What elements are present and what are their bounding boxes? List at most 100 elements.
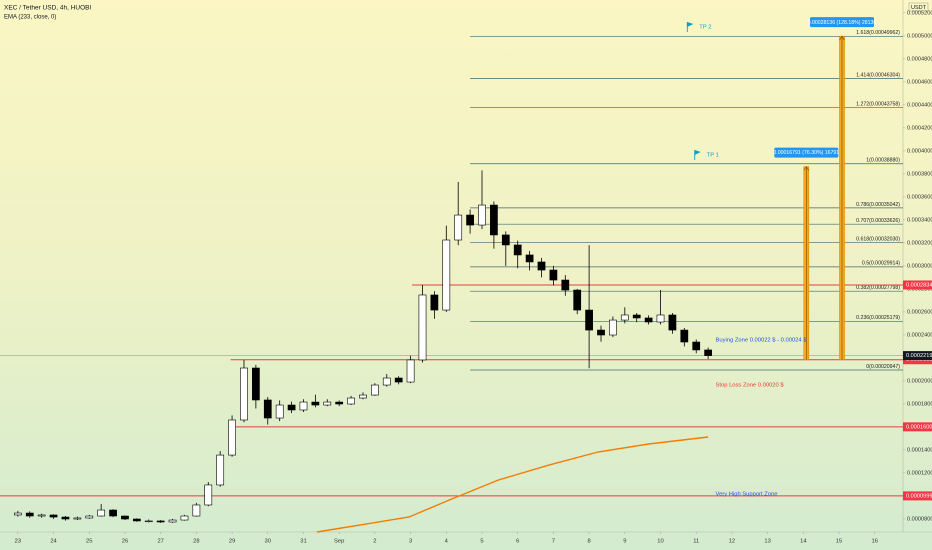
candle-body [275, 404, 284, 419]
x-tick-label: 6 [516, 539, 519, 545]
level-label-box [903, 491, 932, 501]
candle-body [525, 254, 534, 263]
y-tick-label: 0.00042000 [907, 125, 932, 131]
candle-body [37, 514, 46, 517]
level-label: 0.00021838 [906, 357, 932, 363]
measure-label: 0.00028136 (128.18%) 28136 [808, 20, 877, 26]
x-tick-label: 24 [50, 539, 57, 545]
x-tick-label: 13 [764, 539, 770, 545]
annotation: TP 1 [707, 153, 719, 159]
candle-body [144, 520, 153, 523]
y-tick-label: 0.00032000 [907, 240, 932, 246]
candle-body [454, 214, 463, 241]
x-tick-label: 3 [409, 539, 412, 545]
annotation: Buying Zone 0.00022 $ - 0.00024 $ [716, 338, 808, 344]
candle-body [609, 319, 617, 336]
unit-box [908, 2, 929, 12]
level-label: 0.00009999 [906, 493, 932, 499]
candle-body [299, 401, 308, 411]
fib-label: 1(0.00038880) [866, 158, 900, 164]
x-tick-label: 16 [872, 539, 878, 545]
chart-title: XEC / Tether USD, 4h, HUOBI [4, 5, 91, 12]
candle-body [85, 515, 94, 519]
x-tick-label: 25 [86, 539, 92, 545]
last-price-box [903, 351, 932, 361]
candle-body [192, 504, 201, 517]
candle-body [597, 329, 605, 336]
ema-line [316, 436, 709, 533]
fib-label: 1.618(0.00049962) [856, 30, 900, 36]
y-tick-label: 0.00014000 [907, 447, 932, 453]
candle-body [406, 359, 415, 383]
x-tick-label: 11 [693, 539, 699, 545]
y-tick-label: 0.00008000 [907, 516, 932, 522]
candle-body [501, 234, 510, 246]
candle-body [287, 404, 296, 411]
x-tick-label: 4 [445, 539, 449, 545]
y-tick-label: 0.00018000 [907, 401, 932, 407]
candle-body [418, 294, 427, 361]
last-price-label: 0.00022199 [906, 353, 932, 359]
fib-label: 1.414(0.00046304) [856, 72, 900, 78]
fib-label: 0.707(0.00033626) [856, 218, 900, 224]
fib-label: 1.272(0.00043758) [856, 102, 900, 108]
candle-body [240, 367, 248, 421]
candle-body [573, 289, 582, 311]
y-tick-label: 0.00048000 [907, 56, 932, 62]
candle-body [252, 367, 260, 401]
y-tick-label: 0.00050000 [907, 33, 932, 39]
candle-body [513, 244, 522, 256]
level-label-box [903, 280, 932, 290]
candle-body [668, 314, 677, 331]
candle-body [430, 294, 439, 311]
candle-body [549, 269, 558, 281]
candle-body [656, 314, 665, 323]
fib-label: 0.786(0.00035042) [856, 202, 900, 208]
candle-body [466, 214, 474, 226]
x-tick-label: 31 [300, 539, 306, 545]
x-tick-label: 10 [657, 539, 663, 545]
measure-arrow [839, 35, 845, 41]
candle-body [97, 509, 106, 517]
fib-label: 0.5(0.00029914) [862, 261, 900, 267]
x-tick-label: 8 [587, 539, 590, 545]
candle-body [109, 509, 117, 517]
x-tick-label: 7 [552, 539, 555, 545]
candle-body [632, 314, 641, 319]
measure-label-box [810, 17, 875, 28]
candle-body [620, 314, 629, 321]
candle-body [13, 512, 22, 516]
candle-body [121, 515, 129, 520]
measure-label-box [774, 147, 839, 158]
x-tick-label: 2 [373, 539, 376, 545]
x-tick-label: 12 [729, 539, 735, 545]
measure-label: 0.00016791 (76.30%) 16791 [773, 150, 839, 156]
candle-body [25, 512, 34, 517]
fib-label: 0(0.00020947) [866, 364, 900, 370]
annotation: Stop Loss Zone 0.00020 $ [716, 383, 785, 389]
candle-body [680, 329, 689, 343]
candle-body [263, 399, 272, 419]
y-tick-label: 0.00052000 [907, 10, 932, 16]
x-tick-label: 23 [15, 539, 21, 545]
annotation: Very High Support Zone [716, 492, 778, 498]
x-tick-label: 14 [800, 539, 807, 545]
y-tick-label: 0.00036000 [907, 194, 932, 200]
candle-body [442, 239, 451, 311]
level-label-box [903, 422, 932, 432]
candle-body [216, 454, 225, 486]
x-tick-label: Sep [334, 539, 344, 545]
candle-body [644, 317, 653, 323]
flag [687, 22, 694, 28]
indicator-label: EMA (233, close, 0) [4, 15, 56, 21]
candle-body [49, 514, 58, 518]
candle-body [490, 204, 498, 236]
y-tick-label: 0.00012000 [907, 470, 932, 476]
candle-body [537, 261, 546, 271]
candle-body [394, 377, 403, 383]
fib-label: 0.236(0.00025179) [856, 315, 900, 321]
candle-body [585, 309, 593, 331]
x-tick-label: 26 [122, 539, 128, 545]
